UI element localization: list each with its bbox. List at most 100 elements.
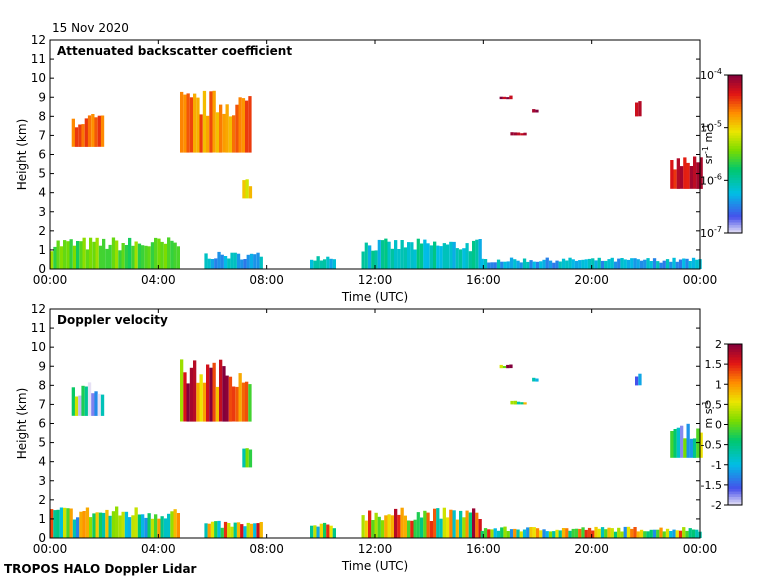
heatmap-cell (118, 515, 122, 538)
colorbar-cell (728, 138, 742, 142)
heatmap-cell (368, 510, 372, 538)
y-tick-label: 2 (38, 224, 46, 238)
heatmap-cell (675, 530, 679, 538)
heatmap-features (50, 359, 703, 538)
y-tick-label: 12 (31, 302, 46, 316)
heatmap-cell (131, 515, 135, 538)
colorbar-cell (728, 445, 742, 450)
colorbar-cell (728, 448, 742, 452)
heatmap-cell (516, 260, 520, 269)
colorbar-cell (728, 122, 742, 126)
colorbar-cell (728, 206, 742, 210)
heatmap-cell (475, 239, 479, 269)
heatmap-cell (678, 259, 683, 269)
y-tick-label: 9 (38, 90, 46, 104)
heatmap-cell (202, 382, 207, 422)
colorbar-cell (728, 424, 742, 428)
colorbar-cell (728, 114, 742, 118)
heatmap-cell (480, 530, 484, 538)
colorbar-cell (728, 140, 742, 145)
heatmap-cell (652, 529, 657, 538)
heatmap-cell (69, 239, 73, 269)
heatmap-cell (228, 116, 233, 153)
heatmap-cell (496, 259, 501, 269)
heatmap-cell (223, 256, 228, 269)
heatmap-cell (72, 245, 77, 269)
heatmap-cell (196, 97, 200, 153)
colorbar-cell (728, 480, 742, 485)
heatmap-cell (361, 515, 365, 538)
heatmap-cell (204, 253, 208, 269)
heatmap-cell (242, 448, 246, 468)
heatmap-cell (95, 237, 99, 269)
heatmap-cell (600, 260, 605, 269)
heatmap-cell (555, 260, 559, 269)
heatmap-cell (636, 531, 640, 538)
heatmap-cell (236, 253, 241, 269)
heatmap-cell (56, 240, 60, 269)
heatmap-cell (442, 507, 446, 538)
colorbar-cell (728, 440, 742, 444)
heatmap-cell (487, 262, 491, 269)
heatmap-cell (219, 359, 223, 422)
heatmap-cell (74, 396, 79, 416)
heatmap-cell (478, 519, 482, 538)
heatmap-cell (397, 514, 401, 538)
heatmap-cell (416, 238, 420, 269)
heatmap-cell (78, 395, 82, 416)
colorbar-cell (728, 462, 742, 466)
heatmap-cell (695, 259, 699, 269)
heatmap-cell (319, 523, 323, 538)
heatmap-cell (429, 521, 433, 538)
heatmap-cell (76, 241, 80, 269)
heatmap-cell (150, 242, 155, 269)
heatmap-cell (675, 261, 679, 269)
heatmap-cell (696, 162, 700, 189)
heatmap-cell (233, 252, 237, 269)
heatmap-cell (240, 259, 244, 269)
heatmap-cell (92, 513, 96, 538)
heatmap-cell (241, 382, 246, 422)
heatmap-cell (128, 237, 132, 269)
colorbar-cell (728, 148, 742, 152)
colorbar-cell (728, 111, 742, 116)
heatmap-cell (212, 362, 216, 422)
heatmap-cell (635, 102, 639, 117)
y-tick-label: 6 (38, 417, 46, 431)
heatmap-cell (377, 516, 381, 538)
heatmap-cell (91, 114, 95, 147)
heatmap-cell (578, 260, 582, 269)
heatmap-cell (433, 508, 437, 538)
x-tick-label: 04:00 (141, 273, 176, 287)
colorbar-cell (728, 470, 742, 474)
heatmap-cell (626, 259, 631, 269)
heatmap-cell (662, 531, 666, 538)
heatmap-cell (552, 262, 556, 269)
heatmap-cell (604, 529, 608, 538)
heatmap-cell (397, 249, 401, 269)
colorbar-cell (728, 360, 742, 364)
heatmap-cell (429, 245, 433, 269)
colorbar-tick-label: -2 (711, 499, 722, 512)
heatmap-cell (500, 527, 504, 538)
heatmap-cell (242, 180, 246, 199)
heatmap-cell (332, 528, 336, 538)
heatmap-cell (214, 258, 218, 269)
colorbar-tick-label: 10-4 (700, 67, 722, 82)
heatmap-cell (535, 261, 540, 269)
heatmap-cell (597, 257, 601, 269)
heatmap-cell (202, 90, 207, 153)
heatmap-cell (652, 258, 657, 269)
heatmap-cell (480, 258, 484, 269)
colorbar-cell (728, 346, 742, 350)
heatmap-cell (591, 530, 595, 538)
colorbar-cell (728, 459, 742, 463)
heatmap-cell (94, 117, 98, 147)
colorbar-cell (728, 88, 742, 92)
heatmap-cell (649, 529, 653, 538)
heatmap-cell (87, 115, 92, 147)
heatmap-cell (66, 241, 70, 269)
heatmap-cell (699, 432, 703, 458)
heatmap-cell (410, 520, 414, 538)
heatmap-cell (323, 522, 327, 538)
